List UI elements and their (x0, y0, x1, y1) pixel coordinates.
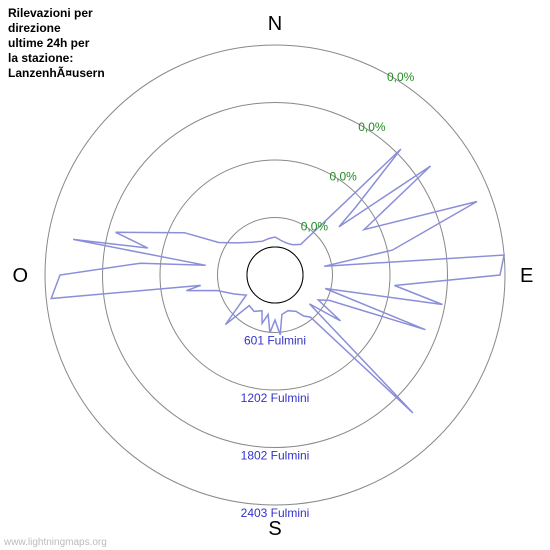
compass-E: E (520, 265, 533, 287)
pct-label: 0,0% (301, 219, 329, 233)
ring-label: 1202 Fulmini (241, 391, 310, 405)
compass-N: N (268, 13, 282, 35)
compass-O: O (12, 265, 28, 287)
pct-label: 0,0% (358, 120, 386, 134)
ring-label: 601 Fulmini (244, 334, 306, 348)
center-hole-top (247, 247, 303, 303)
pct-label: 0,0% (387, 70, 415, 84)
pct-label: 0,0% (330, 170, 358, 184)
ring-label: 1802 Fulmini (241, 449, 310, 463)
polar-chart: 601 Fulmini1202 Fulmini1802 Fulmini2403 … (0, 0, 550, 550)
compass-S: S (268, 518, 281, 540)
